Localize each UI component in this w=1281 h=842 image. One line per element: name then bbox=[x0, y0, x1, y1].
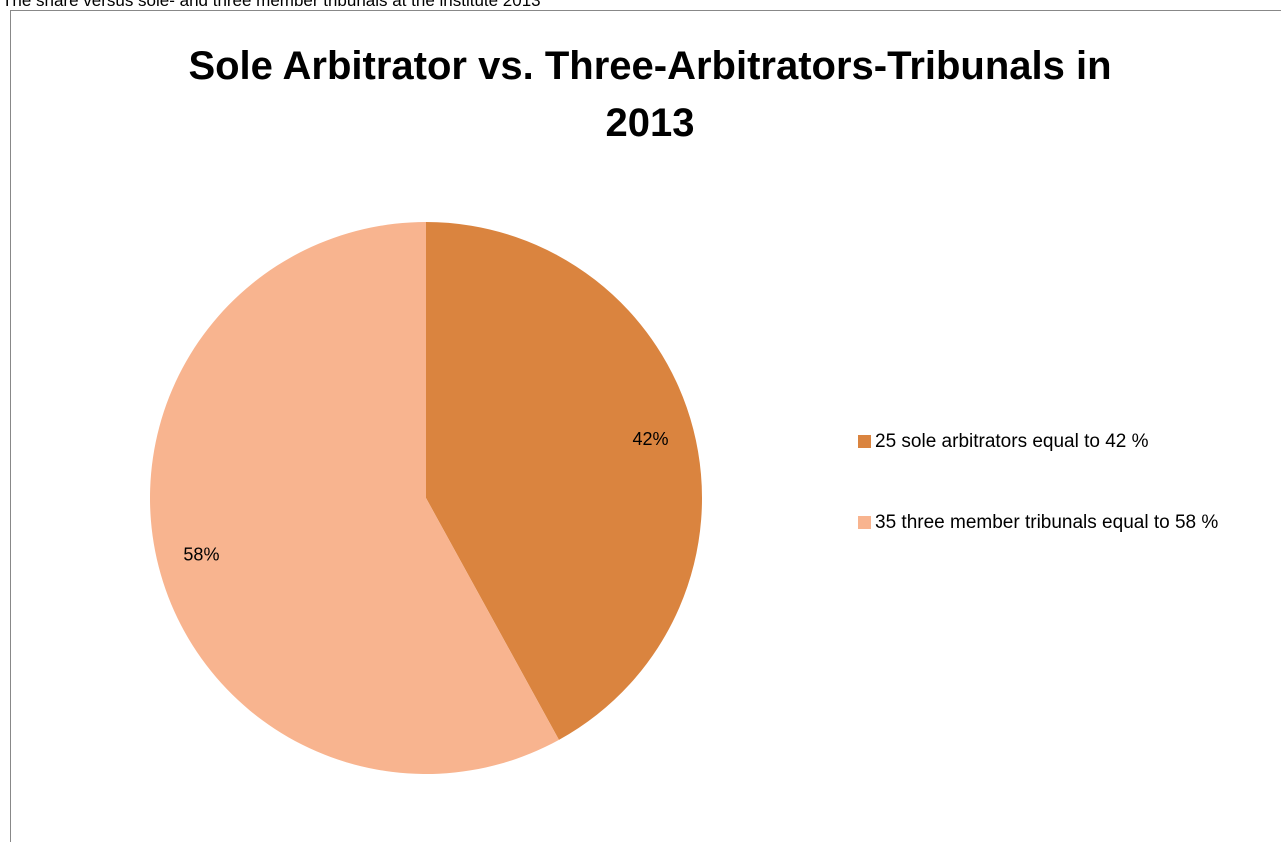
legend-item: 25 sole arbitrators equal to 42 % bbox=[858, 427, 1281, 457]
legend-item: 35 three member tribunals equal to 58 % bbox=[858, 508, 1281, 538]
data-label: 42% bbox=[633, 429, 669, 449]
data-label: 58% bbox=[183, 544, 219, 564]
legend-swatch bbox=[858, 516, 871, 529]
pie-slice bbox=[149, 222, 559, 774]
pie-slice bbox=[426, 222, 702, 740]
chart-frame bbox=[10, 10, 1281, 842]
legend-label: 25 sole arbitrators equal to 42 % bbox=[875, 431, 1149, 452]
legend-swatch bbox=[858, 435, 871, 448]
caption: The share versus sole- and three member … bbox=[2, 0, 541, 10]
chart-title: Sole Arbitrator vs. Three-Arbitrators-Tr… bbox=[188, 44, 1112, 145]
legend-label: 35 three member tribunals equal to 58 % bbox=[875, 512, 1219, 533]
